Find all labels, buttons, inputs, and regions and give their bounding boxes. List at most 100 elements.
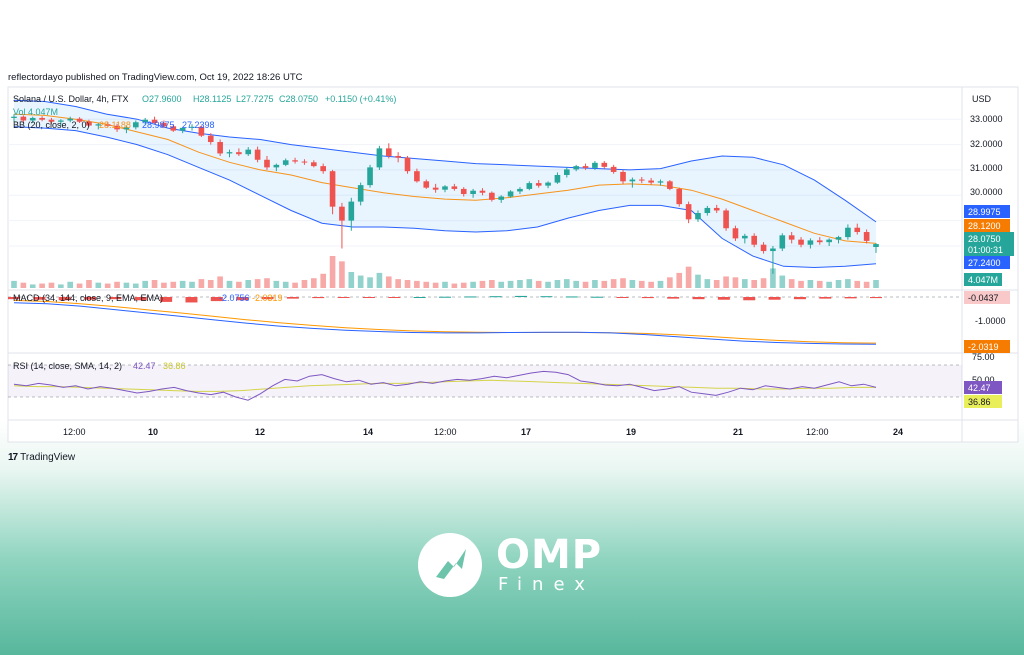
- volume-bar: [123, 282, 130, 288]
- grid-lines: [8, 118, 962, 247]
- candle-body: [751, 235, 758, 245]
- candle-body: [254, 149, 261, 160]
- candle-body: [648, 180, 654, 183]
- candle-body: [770, 248, 776, 252]
- tradingview-logo[interactable]: 17 TradingView: [8, 452, 75, 463]
- candle-body: [685, 204, 692, 220]
- candle-body: [348, 201, 355, 221]
- volume-bar: [179, 280, 186, 288]
- macd-hist-bar: [134, 297, 147, 301]
- volume-bar: [554, 280, 561, 288]
- ohlc-low: L27.7275: [236, 94, 274, 104]
- candle-body: [301, 161, 308, 163]
- candle-body: [189, 126, 195, 128]
- volume-bar: [826, 281, 832, 288]
- candles: [11, 114, 879, 274]
- volume-bar: [414, 280, 420, 288]
- macd-hist-bar: [489, 296, 502, 298]
- candle-body: [873, 244, 879, 247]
- macd-pane: [8, 295, 962, 345]
- candle-body: [545, 182, 551, 186]
- candle-body: [695, 213, 701, 220]
- macd-hist-bar: [261, 297, 274, 300]
- candle-body: [142, 119, 148, 123]
- candle-body: [385, 148, 392, 156]
- volume-bar: [807, 280, 814, 288]
- symbol-title: Solana / U.S. Dollar, 4h, FTX: [13, 94, 129, 104]
- volume-bar: [835, 280, 842, 288]
- macd-signal-line: [13, 299, 877, 344]
- time-tick: 12:00: [806, 427, 829, 437]
- badge-last-price: 28.0750: [968, 234, 1001, 244]
- macd-hist-bar: [591, 296, 604, 298]
- volume-bar: [648, 281, 654, 288]
- time-tick: 12:00: [63, 427, 86, 437]
- candle-body: [58, 120, 64, 122]
- candle-body: [376, 148, 383, 168]
- macd-hist-bar: [286, 297, 299, 299]
- candle-body: [845, 227, 851, 238]
- volume-bar: [854, 280, 861, 288]
- candle-body: [329, 171, 336, 207]
- volume-bar: [86, 280, 92, 288]
- badge-bb-lower: 27.2400: [968, 258, 1001, 268]
- volume-bar: [348, 272, 355, 288]
- candle-body: [826, 239, 832, 243]
- candle-body: [470, 190, 476, 194]
- macd-hist-bar: [565, 296, 578, 298]
- volume-bar: [863, 281, 870, 288]
- volume-bar: [601, 280, 608, 288]
- badge-rsi-ma-bg: [964, 395, 1002, 408]
- candle-body: [535, 183, 542, 186]
- trading-chart[interactable]: Solana / U.S. Dollar, 4h, FTX O27.9600 H…: [0, 0, 1024, 445]
- chart-frame: [7, 86, 1019, 443]
- tradingview-mark-icon: 17: [8, 452, 18, 463]
- ohlc-change: +0.1150 (+0.41%): [325, 94, 396, 104]
- volume-bar: [479, 280, 486, 288]
- volume-bar: [95, 282, 102, 288]
- macd-hist-bar: [768, 297, 781, 300]
- macd-hist-bar: [793, 297, 806, 300]
- rsi-tick: 50.00: [972, 375, 995, 385]
- candle-body: [367, 167, 373, 186]
- candle-body: [395, 155, 401, 158]
- macd-hist-bar: [692, 297, 705, 300]
- candle-body: [414, 171, 420, 182]
- volume-bar: [132, 283, 139, 288]
- volume-bar: [226, 280, 233, 288]
- volume-bar: [217, 276, 223, 288]
- volume-bar: [657, 280, 664, 288]
- badge-bb-upper: 28.9975: [968, 207, 1001, 217]
- candle-body: [835, 237, 842, 240]
- macd-hist-bar: [337, 297, 350, 298]
- ohlc-close: C28.0750: [279, 94, 318, 104]
- currency-label: USD: [972, 94, 992, 104]
- candle-body: [479, 190, 486, 193]
- bollinger-lines: [13, 99, 877, 269]
- omp-logo-icon: [418, 533, 482, 597]
- macd-hist-bar: [413, 297, 426, 298]
- candle-body: [601, 162, 608, 167]
- macd-hist-bar: [388, 297, 401, 298]
- volume-bar: [798, 280, 804, 288]
- volume-bar: [301, 280, 308, 288]
- macd-hist-bar: [160, 297, 173, 302]
- volume-bar: [385, 276, 392, 288]
- candle-body: [676, 188, 683, 205]
- volume-bar: [779, 275, 786, 288]
- volume-bar: [11, 280, 17, 288]
- macd-hist-bar: [185, 297, 198, 303]
- candle-body: [236, 152, 242, 155]
- volume-bar: [161, 282, 167, 288]
- volume-bar: [151, 280, 158, 288]
- candle-body: [732, 228, 739, 239]
- macd-hist-bar: [109, 297, 122, 300]
- candle-body: [282, 160, 289, 165]
- bb-value-lower: 27.2398: [182, 120, 215, 130]
- volume-bar: [357, 275, 364, 288]
- candle-body: [29, 117, 36, 121]
- bollinger-band-fill: [14, 100, 876, 268]
- time-tick: 14: [363, 427, 373, 437]
- candle-body: [507, 191, 514, 197]
- badge-volume-bg: [964, 273, 1002, 286]
